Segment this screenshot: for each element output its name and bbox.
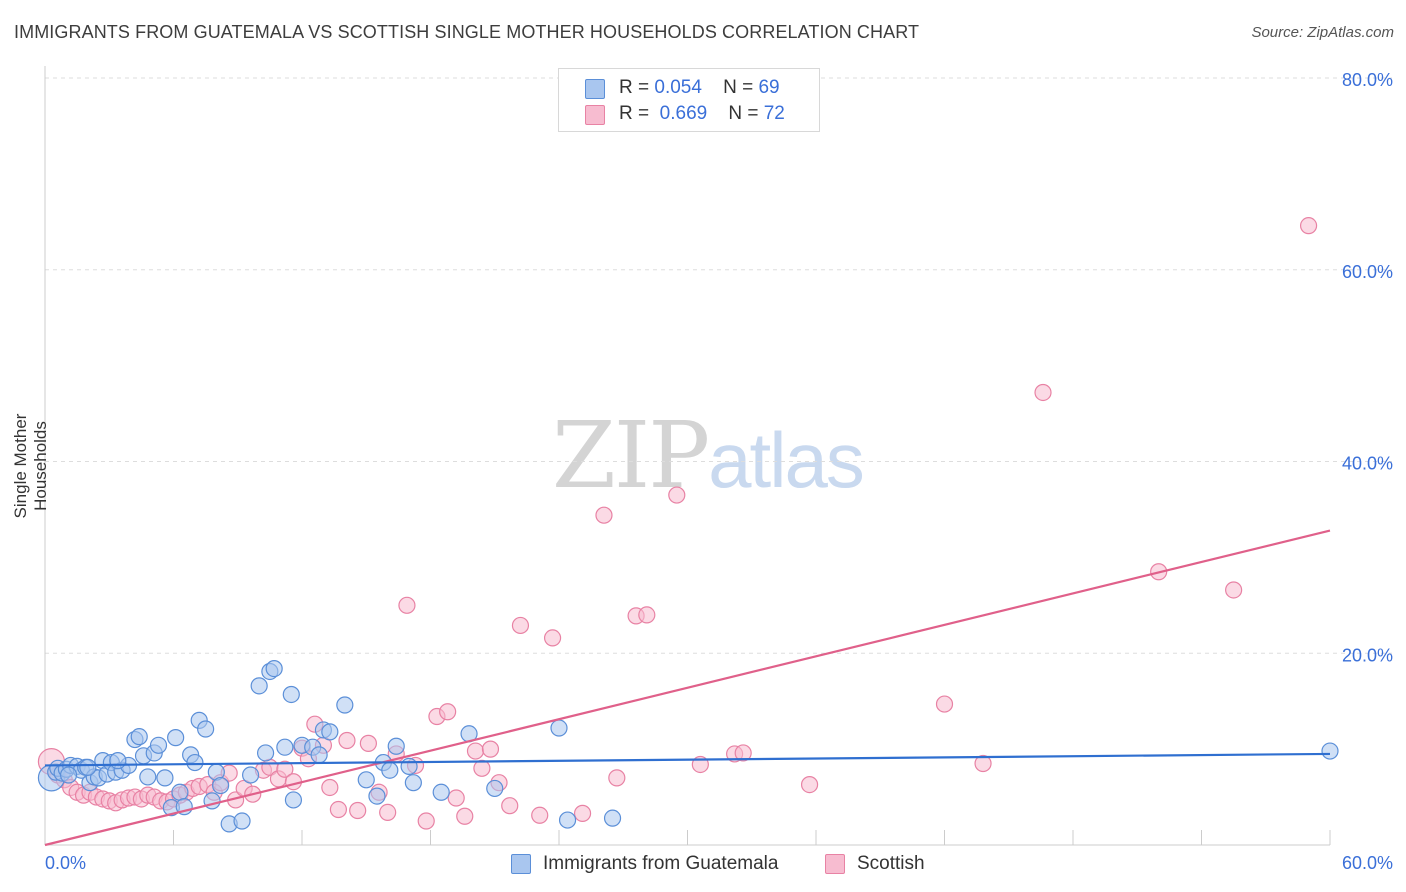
- scottish-point: [1225, 581, 1243, 599]
- scottish-point: [638, 606, 656, 624]
- legend-r-value-blue: 0.054: [654, 77, 702, 98]
- guatemala-point: [486, 779, 504, 798]
- legend-swatch-pink: [585, 105, 605, 125]
- bottom-legend-swatch-blue: [511, 854, 531, 874]
- guatemala-point: [1321, 742, 1339, 760]
- legend-n-value-blue: 69: [758, 77, 780, 98]
- bottom-legend-label-guatemala: Immigrants from Guatemala: [543, 853, 779, 874]
- chart-title: IMMIGRANTS FROM GUATEMALA VS SCOTTISH SI…: [14, 22, 920, 42]
- scottish-point: [417, 812, 435, 830]
- y-tick-label: 20.0%: [1342, 645, 1393, 665]
- guatemala-point: [149, 736, 168, 754]
- scottish-point: [974, 754, 992, 773]
- scottish-point: [379, 803, 397, 822]
- scottish-point: [466, 742, 485, 760]
- guatemala-point: [167, 729, 185, 747]
- scottish-point: [359, 734, 377, 752]
- scottish-trend-line: [44, 529, 1331, 847]
- scottish-point: [276, 760, 294, 778]
- scottish-point: [734, 744, 752, 762]
- guatemala-point: [256, 744, 275, 762]
- guatemala-point: [156, 769, 174, 787]
- correlation-legend: R = 0.054 N = 69 R = 0.669 N = 72: [558, 68, 820, 132]
- scottish-point: [573, 804, 592, 822]
- guatemala-point: [212, 776, 230, 795]
- guatemala-point: [603, 809, 622, 827]
- guatemala-point: [186, 753, 204, 772]
- scottish-point: [501, 797, 519, 815]
- guatemala-point: [400, 757, 418, 775]
- guatemala-point: [276, 738, 294, 756]
- guatemala-point: [357, 771, 375, 789]
- guatemala-point: [250, 677, 268, 695]
- x-tick-label-min: 0.0%: [45, 853, 86, 873]
- scottish-point: [608, 769, 626, 787]
- scottish-point: [329, 800, 348, 819]
- legend-n-label: N =: [728, 103, 759, 124]
- guatemala-point: [387, 737, 405, 755]
- guatemala-point: [130, 728, 148, 746]
- guatemala-point: [432, 783, 450, 801]
- guatemala-point: [321, 723, 339, 741]
- watermark-atlas: atlas: [708, 416, 865, 504]
- scottish-point: [800, 775, 819, 794]
- scottish-point: [456, 807, 474, 825]
- y-tick-label: 40.0%: [1342, 454, 1393, 474]
- scottish-point: [398, 596, 416, 614]
- scottish-point: [531, 806, 549, 824]
- scottish-point: [668, 486, 686, 504]
- guatemala-point: [242, 766, 260, 784]
- guatemala-point: [233, 812, 251, 830]
- guatemala-point: [109, 752, 127, 770]
- scottish-point: [473, 759, 491, 777]
- guatemala-point: [336, 696, 354, 714]
- guatemala-trend-line: [44, 752, 1331, 767]
- guatemala-point: [284, 791, 303, 809]
- y-axis-title: Single Mother Households: [11, 413, 50, 519]
- guatemala-point: [310, 746, 328, 764]
- guatemala-point: [550, 719, 568, 737]
- scottish-point: [439, 703, 457, 721]
- y-tick-label: 80.0%: [1342, 70, 1393, 90]
- scottish-point: [321, 778, 339, 797]
- legend-r-label: R =: [619, 103, 650, 124]
- legend-swatch-blue: [585, 79, 605, 99]
- guatemala-point: [381, 761, 399, 779]
- guatemala-point: [197, 720, 215, 738]
- legend-n-label: N =: [723, 77, 754, 98]
- bottom-legend-label-scottish: Scottish: [857, 853, 925, 874]
- scottish-point: [595, 506, 613, 524]
- guatemala-point: [265, 659, 283, 678]
- scottish-point: [338, 731, 356, 750]
- bottom-legend-swatch-pink: [825, 854, 845, 874]
- source-note: Source: ZipAtlas.com: [1251, 24, 1394, 41]
- scottish-point: [935, 695, 954, 713]
- scottish-point: [1034, 383, 1052, 402]
- guatemala-point: [59, 766, 78, 784]
- guatemala-point: [79, 758, 97, 776]
- scottish-point: [511, 616, 530, 635]
- guatemala-point: [282, 685, 300, 704]
- guatemala-point: [558, 811, 577, 829]
- legend-r-label: R =: [619, 77, 650, 98]
- scottish-point: [1299, 217, 1318, 235]
- scottish-point: [349, 801, 367, 820]
- x-tick-label-max: 60.0%: [1342, 853, 1393, 873]
- y-tick-label: 60.0%: [1342, 262, 1393, 282]
- scottish-point: [447, 789, 465, 807]
- guatemala-point: [139, 768, 157, 786]
- guatemala-point: [404, 774, 422, 792]
- legend-n-value-pink: 72: [763, 103, 785, 124]
- scottish-point: [481, 740, 500, 758]
- legend-r-value-pink: 0.669: [659, 103, 708, 124]
- guatemala-point: [171, 783, 189, 801]
- guatemala-point: [368, 787, 386, 805]
- scottish-point: [543, 629, 562, 647]
